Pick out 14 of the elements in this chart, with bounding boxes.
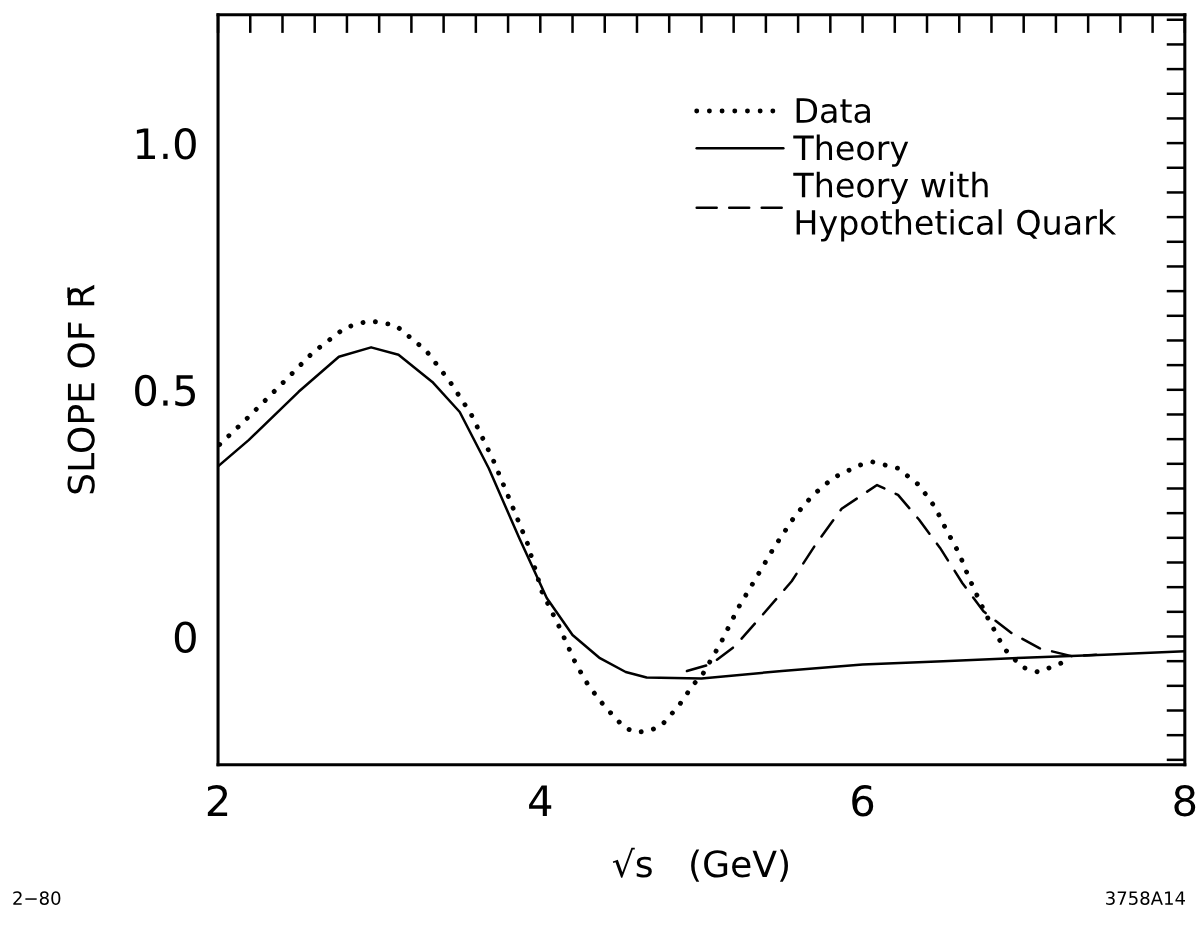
legend-label: Theory with Hypothetical Quark [793,171,1117,242]
x-tick-label: 6 [852,784,874,817]
text: 3758A14 [1106,891,1186,905]
legend-label: Data [796,98,870,124]
x-tick-label: 8 [1174,784,1196,817]
legend-label: Theory [793,134,909,167]
y-tick-label: 0 [174,621,196,653]
x-axis-title: √s (GeV) [612,847,788,882]
y-tick-label: 1.0 [136,128,196,160]
x-tick-label: 4 [529,785,552,816]
y-tick-label: 0.5 [135,374,195,407]
y-axis-title: SLOPE OF R̄ [67,284,95,494]
text: 2−80 [13,891,61,905]
x-tick-label: 2 [207,784,228,816]
